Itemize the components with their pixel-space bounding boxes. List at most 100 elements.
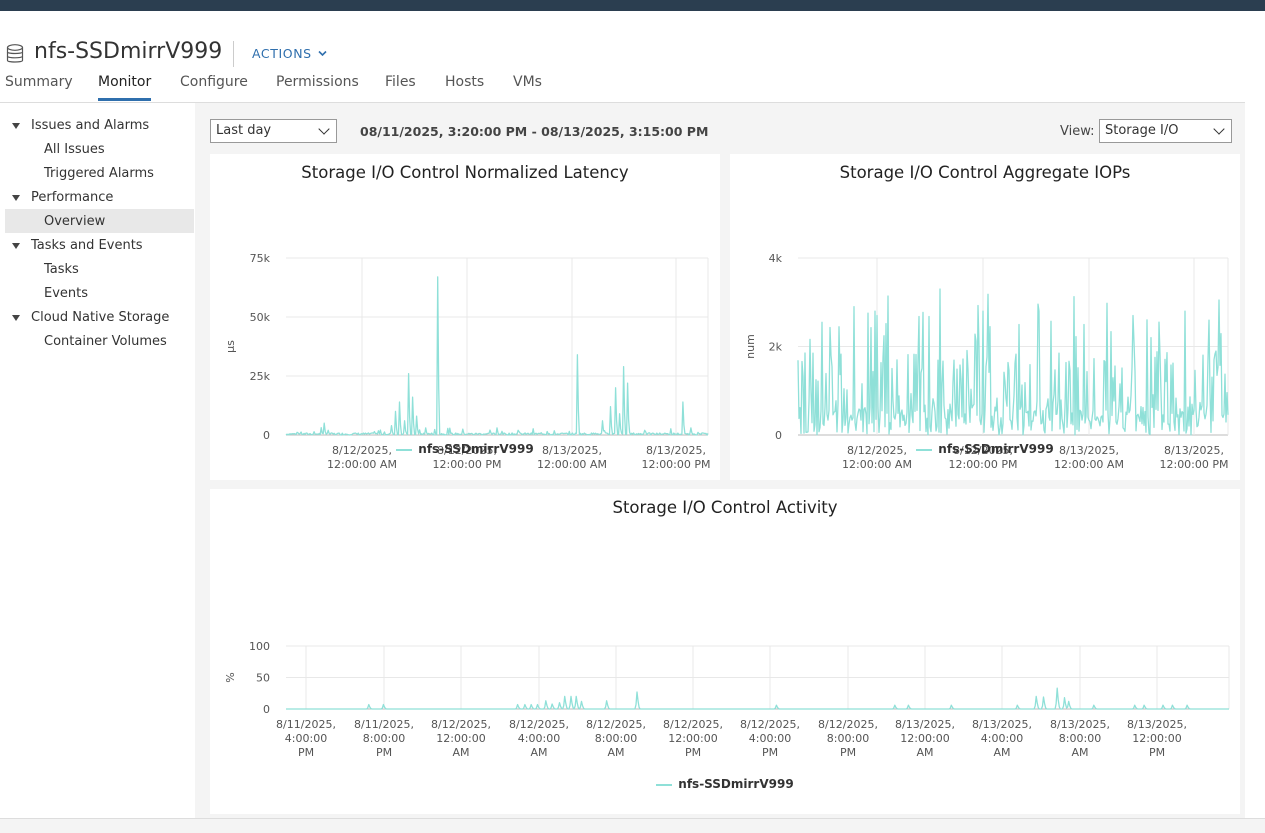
x-tick-label: 8:00:00 [827,732,869,745]
caret-down-icon[interactable] [12,123,20,129]
legend-swatch [656,783,673,786]
x-tick-label: PM [376,746,392,759]
x-tick-label: 8/13/2025, [542,444,602,457]
x-tick-label: 8/12/2025, [586,718,646,731]
performance-content: Last day 08/11/2025, 3:20:00 PM - 08/13/… [195,103,1245,818]
nav-tasks[interactable]: Tasks [44,262,79,277]
caret-down-icon[interactable] [12,315,20,321]
tab-files[interactable]: Files [385,74,416,90]
chart-legend[interactable]: nfs-SSDmirrV999 [730,442,1240,456]
x-tick-label: 8/12/2025, [437,444,497,457]
y-axis-label: % [224,672,237,682]
tab-hosts[interactable]: Hosts [445,74,485,90]
x-tick-label: 8/13/2025, [1059,444,1119,457]
nav-triggered-alarms[interactable]: Triggered Alarms [44,166,154,181]
legend-swatch [396,448,413,451]
y-tick-label: 100 [249,640,270,653]
x-tick-label: 8/11/2025, [354,718,414,731]
x-tick-label: 12:00:00 [1132,732,1181,745]
nav-all-issues[interactable]: All Issues [44,142,105,157]
x-tick-label: 8/13/2025, [1127,718,1187,731]
nav-performance[interactable]: Performance [31,190,114,205]
x-tick-label: PM [840,746,856,759]
nav-cloud-native-storage[interactable]: Cloud Native Storage [31,310,170,325]
series-line [797,288,1229,436]
y-axis-label: num [744,334,757,359]
y-tick-label: 2k [769,341,783,354]
activity-chart: 100500%8/11/2025,4:00:00PM8/11/2025,8:00… [224,640,1230,759]
chart-legend[interactable]: nfs-SSDmirrV999 [210,777,1240,791]
x-tick-label: 4:00:00 [749,732,791,745]
view-select[interactable]: Storage I/O [1099,119,1232,143]
chart-title: Storage I/O Control Normalized Latency [301,163,629,182]
x-tick-label: 12:00:00 PM [948,458,1017,471]
legend-swatch [916,448,933,451]
nav-events[interactable]: Events [44,286,89,301]
y-tick-label: 50k [250,311,271,324]
tab-divider [0,102,1245,103]
caret-down-icon[interactable] [12,243,20,249]
tab-vms[interactable]: VMs [513,74,542,90]
x-tick-label: AM [993,746,1010,759]
tab-summary[interactable]: Summary [5,74,73,90]
x-tick-label: AM [916,746,933,759]
x-tick-label: 8:00:00 [363,732,405,745]
activity-chart-panel: Storage I/O Control Activity 100 50 0% 8/11… [210,489,1240,814]
caret-down-icon[interactable] [12,195,20,201]
x-tick-label: 8/12/2025, [818,718,878,731]
chevron-down-icon [318,50,327,57]
x-tick-label: 8/12/2025, [953,444,1013,457]
x-tick-label: PM [298,746,314,759]
x-tick-label: 8/12/2025, [509,718,569,731]
y-tick-label: 50 [256,672,270,685]
page-title: nfs-SSDmirrV999 [34,39,223,64]
view-value: Storage I/O [1105,123,1179,138]
chart-legend[interactable]: nfs-SSDmirrV999 [210,442,720,456]
x-tick-label: AM [452,746,469,759]
view-label: View: [1060,124,1095,139]
x-tick-label: AM [607,746,624,759]
x-tick-label: 8/13/2025, [972,718,1032,731]
x-tick-label: 8/12/2025, [847,444,907,457]
nav-container-volumes[interactable]: Container Volumes [44,334,167,349]
series-line [285,276,709,436]
chevron-down-icon [1213,123,1225,135]
x-tick-label: 12:00:00 AM [1054,458,1124,471]
y-tick-label: 0 [263,429,270,442]
x-tick-label: 4:00:00 [285,732,327,745]
nav-selection-highlight [5,209,194,233]
time-period-select[interactable]: Last day [210,119,337,143]
chart-title: Storage I/O Control Aggregate IOPs [839,163,1131,182]
time-range-text: 08/11/2025, 3:20:00 PM - 08/13/2025, 3:1… [360,124,709,139]
x-tick-label: PM [1149,746,1165,759]
x-tick-label: 4:00:00 [981,732,1023,745]
x-tick-label: 12:00:00 AM [327,458,397,471]
nav-tasks-and-events[interactable]: Tasks and Events [31,238,143,253]
x-tick-label: 12:00:00 [900,732,949,745]
chart-title: Storage I/O Control Activity [612,498,838,517]
x-tick-label: 12:00:00 PM [432,458,501,471]
x-tick-label: AM [530,746,547,759]
tab-permissions[interactable]: Permissions [276,74,359,90]
time-period-value: Last day [216,123,272,138]
series-line [286,687,1229,710]
nav-overview[interactable]: Overview [44,214,106,229]
x-tick-label: 8:00:00 [1059,732,1101,745]
x-tick-label: PM [762,746,778,759]
y-tick-label: 0 [775,429,782,442]
actions-menu-button[interactable]: ACTIONS [252,46,327,61]
tab-monitor[interactable]: Monitor [98,74,152,101]
nav-issues-and-alarms[interactable]: Issues and Alarms [31,118,150,133]
x-tick-label: 12:00:00 AM [537,458,607,471]
y-tick-label: 0 [263,703,270,716]
right-edge [1245,11,1265,818]
x-tick-label: 12:00:00 AM [842,458,912,471]
x-tick-label: 4:00:00 [518,732,560,745]
x-tick-label: 8:00:00 [595,732,637,745]
x-tick-label: 12:00:00 PM [641,458,710,471]
x-tick-label: 8/13/2025, [646,444,706,457]
x-tick-label: PM [685,746,701,759]
tab-configure[interactable]: Configure [180,74,248,90]
